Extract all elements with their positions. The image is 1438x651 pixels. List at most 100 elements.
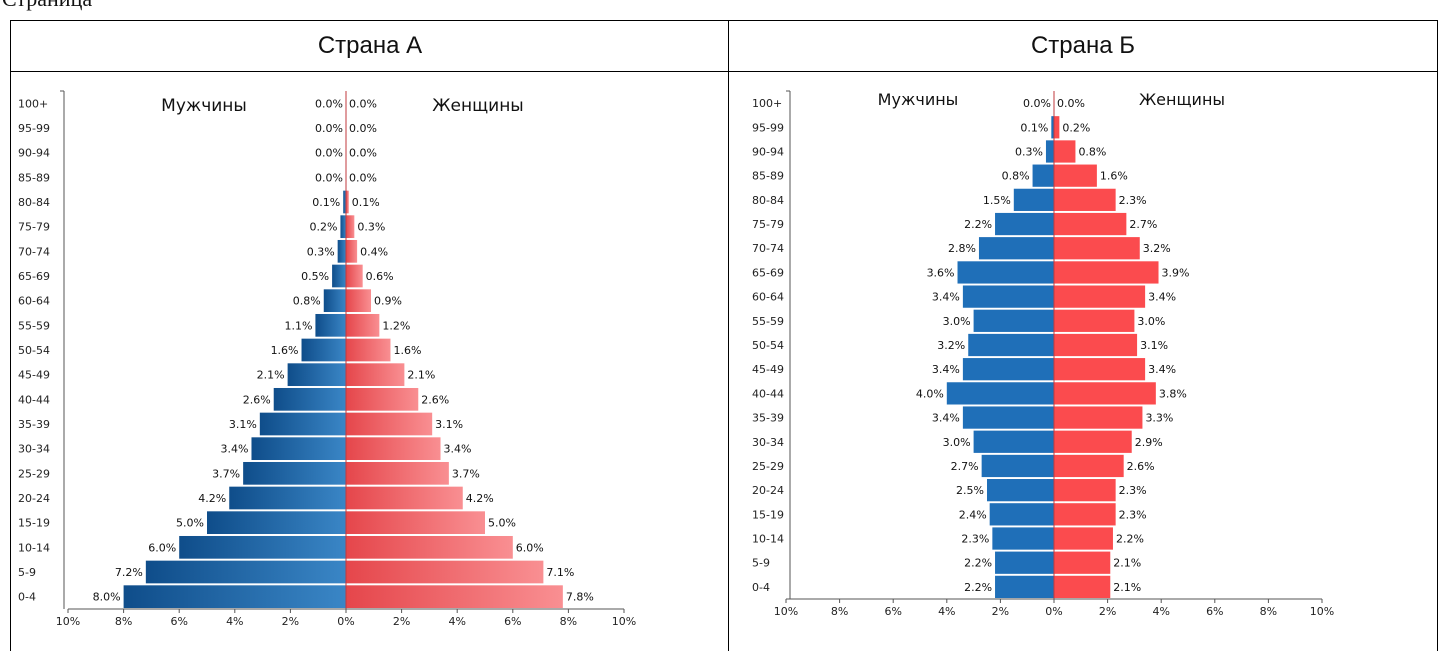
female-bar xyxy=(1054,503,1116,526)
x-tick-label: 6% xyxy=(504,615,521,628)
male-bar xyxy=(301,338,346,362)
female-bar xyxy=(1054,309,1135,332)
age-group-label: 75-79 xyxy=(18,221,50,234)
age-group-label: 45-49 xyxy=(752,363,784,376)
x-tick-label: 2% xyxy=(393,615,410,628)
male-value-label: 2.2% xyxy=(964,218,992,231)
male-bar xyxy=(968,333,1054,357)
female-value-label: 3.1% xyxy=(435,418,463,431)
male-value-label: 4.2% xyxy=(198,492,226,505)
female-bar xyxy=(1054,212,1127,236)
female-value-label: 2.6% xyxy=(421,393,449,406)
female-value-label: 1.6% xyxy=(1100,170,1128,183)
male-value-label: 3.2% xyxy=(937,339,965,352)
female-value-label: 4.2% xyxy=(466,492,494,505)
x-tick-label: 10% xyxy=(1310,605,1334,618)
age-group-label: 85-89 xyxy=(752,170,784,183)
male-bar xyxy=(229,486,346,510)
female-value-label: 3.3% xyxy=(1145,412,1173,425)
female-bar xyxy=(346,215,355,239)
male-value-label: 3.0% xyxy=(943,436,971,449)
female-value-label: 2.1% xyxy=(1113,557,1141,570)
female-bar xyxy=(1054,188,1116,211)
female-bar xyxy=(346,461,449,485)
male-value-label: 2.4% xyxy=(959,508,987,521)
male-value-label: 3.4% xyxy=(221,443,249,456)
x-tick-label: 0% xyxy=(1045,605,1062,618)
female-bar xyxy=(1054,406,1143,429)
age-group-label: 60-64 xyxy=(752,291,784,304)
male-value-label: 2.5% xyxy=(956,484,984,497)
age-group-label: 70-74 xyxy=(18,245,50,258)
male-bar xyxy=(179,535,346,559)
age-group-label: 75-79 xyxy=(752,218,784,231)
male-bar xyxy=(123,585,346,609)
male-value-label: 2.6% xyxy=(243,393,271,406)
female-bar xyxy=(1054,358,1146,381)
male-bar xyxy=(251,437,346,461)
age-group-label: 60-64 xyxy=(18,295,50,308)
female-value-label: 2.3% xyxy=(1119,194,1147,207)
x-tick-label: 2% xyxy=(282,615,299,628)
male-value-label: 0.0% xyxy=(315,97,343,110)
age-group-label: 50-54 xyxy=(18,344,50,357)
male-bar xyxy=(145,560,346,584)
male-bar xyxy=(995,212,1054,236)
age-group-label: 5-9 xyxy=(752,557,770,570)
female-value-label: 2.3% xyxy=(1119,508,1147,521)
male-value-label: 0.5% xyxy=(301,270,329,283)
male-bar xyxy=(962,406,1054,429)
x-tick-label: 4% xyxy=(448,615,465,628)
male-value-label: 1.1% xyxy=(284,319,312,332)
x-tick-label: 4% xyxy=(938,605,955,618)
female-bar xyxy=(1054,382,1156,405)
female-bar xyxy=(1054,479,1116,502)
female-value-label: 3.4% xyxy=(444,443,472,456)
female-value-label: 0.6% xyxy=(366,270,394,283)
male-value-label: 3.4% xyxy=(932,363,960,376)
age-group-label: 5-9 xyxy=(18,566,36,579)
female-value-label: 3.2% xyxy=(1143,242,1171,255)
female-bar xyxy=(1054,333,1138,357)
female-bar xyxy=(346,412,433,436)
male-bar xyxy=(989,503,1054,526)
male-value-label: 0.0% xyxy=(315,122,343,135)
male-value-label: 3.4% xyxy=(932,412,960,425)
female-bar xyxy=(1054,140,1076,163)
female-value-label: 0.4% xyxy=(360,245,388,258)
female-value-label: 7.1% xyxy=(546,566,574,579)
age-group-label: 80-84 xyxy=(18,196,50,209)
female-bar xyxy=(1054,164,1097,187)
male-value-label: 0.2% xyxy=(309,221,337,234)
male-bar xyxy=(1013,188,1054,211)
female-value-label: 2.9% xyxy=(1135,436,1163,449)
age-group-label: 45-49 xyxy=(18,369,50,382)
age-group-label: 20-24 xyxy=(18,492,50,505)
age-group-label: 10-14 xyxy=(752,533,784,546)
male-value-label: 3.6% xyxy=(927,266,955,279)
female-value-label: 3.4% xyxy=(1148,291,1176,304)
female-value-label: 0.0% xyxy=(349,171,377,184)
male-value-label: 0.0% xyxy=(315,171,343,184)
female-bar xyxy=(1054,575,1111,599)
age-group-label: 100+ xyxy=(18,97,48,110)
male-bar xyxy=(343,190,346,214)
female-value-label: 0.8% xyxy=(1078,145,1106,158)
female-value-label: 2.7% xyxy=(1129,218,1157,231)
male-bar xyxy=(973,309,1054,332)
male-value-label: 2.7% xyxy=(951,460,979,473)
x-tick-label: 10% xyxy=(774,605,798,618)
female-bar xyxy=(1054,261,1159,284)
x-tick-label: 8% xyxy=(831,605,848,618)
x-tick-label: 10% xyxy=(56,615,80,628)
male-bar xyxy=(995,575,1054,599)
x-tick-label: 8% xyxy=(115,615,132,628)
male-bar xyxy=(340,215,346,239)
female-value-label: 2.1% xyxy=(1113,581,1141,594)
male-value-label: 0.8% xyxy=(293,295,321,308)
male-value-label: 8.0% xyxy=(93,591,121,604)
age-group-label: 55-59 xyxy=(18,319,50,332)
female-bar xyxy=(346,387,419,411)
male-value-label: 2.2% xyxy=(964,581,992,594)
female-value-label: 1.6% xyxy=(393,344,421,357)
